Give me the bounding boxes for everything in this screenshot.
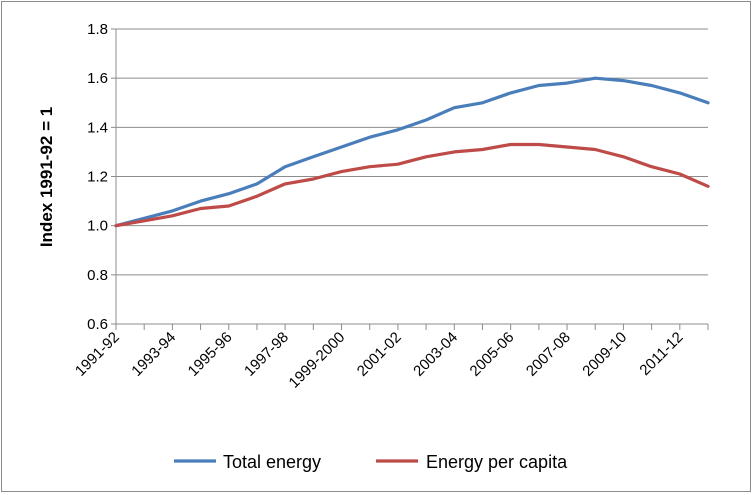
- legend-label: Total energy: [223, 452, 321, 472]
- legend: Total energy Energy per capita: [174, 452, 568, 472]
- series-line-energy-per-capita: [114, 142, 710, 228]
- y-tick-label: 0.8: [87, 267, 108, 284]
- y-tick-label: 1.0: [87, 218, 108, 235]
- y-tick-label: 1.2: [87, 169, 108, 186]
- x-tick-label: 1997-98: [241, 329, 292, 380]
- x-tick-label: 2003-04: [410, 329, 461, 380]
- x-tick-label: 1993-94: [128, 329, 179, 380]
- x-tick-label: 2009-10: [579, 329, 630, 380]
- x-tick-label: 1991-92: [72, 329, 123, 380]
- y-tick-label: 1.8: [87, 21, 108, 38]
- y-tick-label: 0.6: [87, 316, 108, 333]
- series-line-total-energy: [114, 76, 710, 228]
- x-tick-label: 1995-96: [185, 329, 236, 380]
- y-tick-label: 1.4: [87, 119, 108, 136]
- x-tick-label: 2007-08: [523, 329, 574, 380]
- x-tick-label: 2011-12: [636, 329, 686, 379]
- x-tick-label: 2005-06: [467, 329, 518, 380]
- x-tick-label: 2001-02: [354, 329, 405, 380]
- x-tick-label: 1999-2000: [286, 329, 349, 392]
- legend-label: Energy per capita: [426, 452, 568, 472]
- y-tick-label: 1.6: [87, 70, 108, 87]
- y-axis-title: Index 1991-92 = 1: [37, 107, 56, 247]
